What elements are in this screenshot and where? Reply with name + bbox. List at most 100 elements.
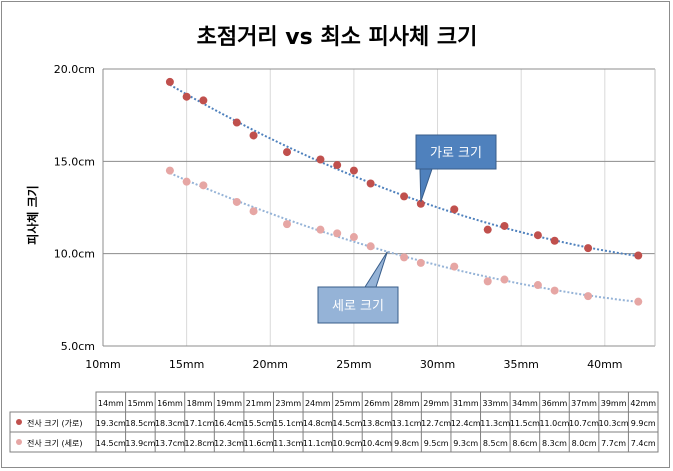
data-point-horizontal [165, 77, 174, 86]
data-point-horizontal [416, 199, 425, 208]
data-point-horizontal [483, 225, 492, 234]
table-header-cell: 28mm [394, 399, 420, 408]
data-point-horizontal [366, 179, 375, 188]
table-header-cell: 24mm [305, 399, 331, 408]
table-header-cell: 36mm [542, 399, 568, 408]
trendline-horizontal [169, 83, 639, 258]
data-point-horizontal [232, 118, 241, 127]
table-cell: 13.9cm [125, 439, 155, 448]
table-header-cell: 29mm [423, 399, 449, 408]
data-point-horizontal [634, 251, 643, 260]
table-cell: 9.3cm [453, 439, 478, 448]
legend-marker [16, 419, 22, 425]
data-point-vertical [550, 286, 559, 295]
data-point-horizontal [533, 231, 542, 240]
data-point-vertical [232, 197, 241, 206]
table-header-cell: 15mm [127, 399, 153, 408]
table-cell: 17.1cm [185, 419, 215, 428]
data-point-vertical [366, 242, 375, 251]
x-tick-label: 10mm [85, 358, 120, 371]
table-header-cell: 18mm [187, 399, 213, 408]
y-tick-label: 10.0cm [54, 248, 95, 261]
data-point-horizontal [450, 205, 459, 214]
callout-box [415, 134, 497, 170]
data-point-vertical [165, 166, 174, 175]
data-point-vertical [199, 181, 208, 190]
data-point-vertical [634, 297, 643, 306]
table-cell: 11.1cm [303, 439, 333, 448]
chart-title: 초점거리 vs 최소 피사체 크기 [197, 25, 478, 50]
table-cell: 8.6cm [512, 439, 537, 448]
data-point-horizontal [349, 166, 358, 175]
table-cell: 9.9cm [631, 419, 656, 428]
data-point-horizontal [182, 92, 191, 101]
callout-box [317, 286, 399, 324]
x-tick-label: 40mm [587, 358, 622, 371]
callout-label: 세로 크기 [332, 299, 384, 314]
table-cell: 19.3cm [96, 419, 126, 428]
table-header-cell: 23mm [275, 399, 301, 408]
table-cell: 11.6cm [244, 439, 274, 448]
table-header-cell: 42mm [630, 399, 656, 408]
data-point-vertical [182, 177, 191, 186]
table-cell: 14.8cm [303, 419, 333, 428]
table-header-cell: 14mm [98, 399, 124, 408]
table-cell: 12.8cm [185, 439, 215, 448]
data-point-vertical [450, 262, 459, 271]
table-row-label: 전사 크기 (가로) [27, 418, 83, 428]
table-cell: 8.3cm [542, 439, 567, 448]
table-cell: 14.5cm [96, 439, 126, 448]
table-cell: 8.0cm [572, 439, 597, 448]
table-cell: 14.5cm [332, 419, 362, 428]
data-point-horizontal [283, 148, 291, 157]
data-point-vertical [333, 229, 342, 238]
table-header-cell: 21mm [246, 399, 272, 408]
table-cell: 11.3cm [480, 419, 510, 428]
y-tick-label: 15.0cm [54, 155, 95, 168]
data-point-horizontal [199, 96, 208, 105]
table-cell: 12.7cm [421, 419, 451, 428]
y-axis-label: 피사체 크기 [25, 185, 40, 244]
data-point-vertical [400, 253, 409, 262]
table-header-cell: 33mm [482, 399, 508, 408]
table-header-cell: 34mm [512, 399, 538, 408]
table-header-cell: 31mm [453, 399, 479, 408]
callout-pointer [364, 251, 388, 288]
table-cell: 8.5cm [483, 439, 508, 448]
table-header-cell: 39mm [601, 399, 627, 408]
table-cell: 11.5cm [510, 419, 540, 428]
x-tick-label: 35mm [503, 358, 538, 371]
table-header-cell: 19mm [216, 399, 242, 408]
data-point-vertical [416, 258, 425, 267]
table-cell: 10.4cm [362, 439, 392, 448]
table-cell: 13.1cm [392, 419, 422, 428]
x-tick-label: 30mm [420, 358, 455, 371]
data-point-vertical [500, 275, 509, 284]
table-cell: 12.4cm [451, 419, 481, 428]
data-point-vertical [533, 281, 542, 290]
data-point-horizontal [500, 221, 509, 230]
table-cell: 9.8cm [394, 439, 419, 448]
table-row [9, 431, 659, 453]
table-row-label: 전사 크기 (세로) [27, 438, 83, 448]
table-cell: 11.0cm [539, 419, 569, 428]
callout-pointer [419, 168, 433, 202]
table-cell: 18.3cm [155, 419, 185, 428]
y-tick-label: 20.0cm [54, 63, 95, 76]
data-point-vertical [584, 292, 593, 301]
table-cell: 10.9cm [332, 439, 362, 448]
data-point-vertical [316, 225, 325, 234]
table-cell: 12.3cm [214, 439, 244, 448]
data-point-horizontal [550, 236, 559, 245]
data-point-horizontal [400, 192, 409, 201]
table-cell: 15.5cm [244, 419, 274, 428]
table-cell: 13.7cm [155, 439, 185, 448]
table-cell: 7.7cm [601, 439, 626, 448]
table-header-cell: 37mm [571, 399, 597, 408]
y-tick-label: 5.0cm [61, 340, 95, 353]
data-point-vertical [283, 220, 291, 229]
table-cell: 13.8cm [362, 419, 392, 428]
table-header-cell: 26mm [364, 399, 390, 408]
table-header-cell: 25mm [335, 399, 361, 408]
